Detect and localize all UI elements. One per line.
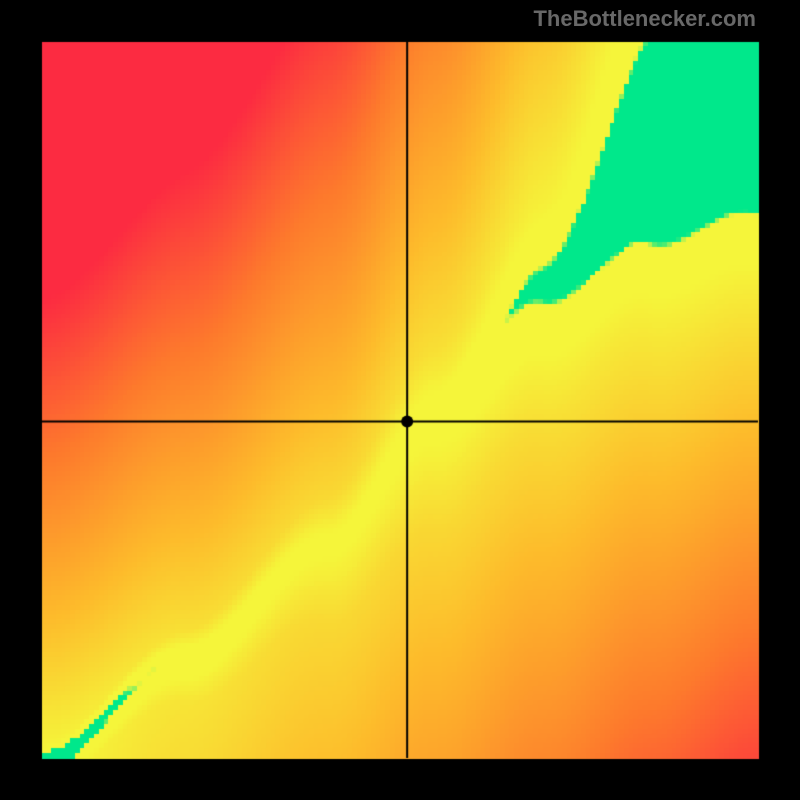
- bottleneck-heatmap: [0, 0, 800, 800]
- watermark-text: TheBottlenecker.com: [533, 6, 756, 32]
